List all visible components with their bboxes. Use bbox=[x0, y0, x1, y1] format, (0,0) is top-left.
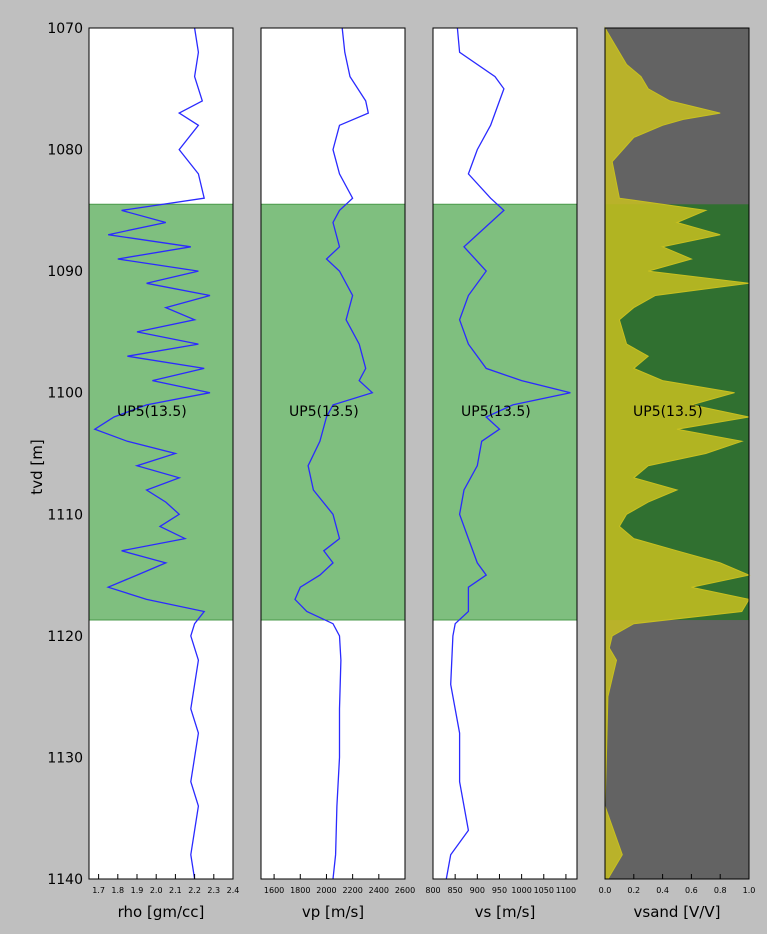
log-curve bbox=[93, 27, 211, 880]
track-frame bbox=[432, 27, 578, 880]
y-tick-label: 1120 bbox=[47, 629, 83, 645]
track-frame bbox=[260, 27, 406, 880]
x-tick-label: 0.2 bbox=[627, 886, 640, 895]
x-tick-label: 900 bbox=[470, 886, 485, 895]
zone-label: UP5(13.5) bbox=[117, 404, 187, 420]
rho-track: UP5(13.5) 1.7 1.8 1.9 2.0 2.1 2.2 2.3 2.4 rho [gm… bbox=[88, 27, 240, 921]
x-tick-label: 1.8 bbox=[111, 886, 124, 895]
x-tick-label: 1.7 bbox=[92, 886, 105, 895]
y-tick-label: 1100 bbox=[47, 386, 83, 402]
x-tick-label: 850 bbox=[448, 886, 463, 895]
vsand-track: UP5(13.5) 0.0 0.2 0.4 0.6 0.8 1.0 vsand [V/V] bbox=[599, 26, 756, 921]
x-axis-label: vp [m/s] bbox=[302, 903, 364, 921]
x-tick-label: 2.4 bbox=[227, 886, 240, 895]
x-tick-label: 0.0 bbox=[599, 886, 612, 895]
y-tick-label: 1080 bbox=[47, 143, 83, 159]
y-axis-ticks: 1070 1080 1090 1100 1110 1120 1130 1140 bbox=[47, 21, 749, 888]
y-tick-label: 1110 bbox=[47, 507, 83, 523]
x-tick-label: 2.0 bbox=[150, 886, 163, 895]
y-tick-label: 1090 bbox=[47, 264, 83, 280]
x-tick-label: 1800 bbox=[290, 886, 310, 895]
x-tick-label: 0.4 bbox=[656, 886, 669, 895]
x-tick-label: 1.9 bbox=[131, 886, 144, 895]
x-tick-label: 1050 bbox=[534, 886, 554, 895]
x-tick-label: 0.6 bbox=[685, 886, 698, 895]
zone-label: UP5(13.5) bbox=[289, 404, 359, 420]
x-tick-label: 2400 bbox=[369, 886, 389, 895]
y-tick-label: 1070 bbox=[47, 21, 83, 37]
x-tick-label: 2000 bbox=[316, 886, 336, 895]
log-curve bbox=[445, 27, 571, 880]
zone-label: UP5(13.5) bbox=[633, 404, 703, 420]
vs-track: UP5(13.5) 800 850 900 950 1000 1050 1100 vs [m/s… bbox=[425, 27, 578, 921]
track-frame bbox=[88, 27, 234, 880]
x-tick-label: 0.8 bbox=[714, 886, 727, 895]
vp-track: UP5(13.5) 1600 1800 2000 2200 2400 2600 vp [m/s… bbox=[260, 27, 415, 921]
x-tick-label: 2.2 bbox=[188, 886, 201, 895]
x-axis-label: vsand [V/V] bbox=[634, 903, 721, 921]
x-tick-label: 1100 bbox=[556, 886, 576, 895]
x-tick-label: 950 bbox=[492, 886, 507, 895]
y-tick-label: 1140 bbox=[47, 872, 83, 888]
x-tick-label: 2.3 bbox=[207, 886, 220, 895]
x-tick-label: 2600 bbox=[395, 886, 415, 895]
x-tick-label: 1.0 bbox=[743, 886, 756, 895]
zone-fill bbox=[89, 204, 233, 621]
x-tick-label: 1600 bbox=[264, 886, 284, 895]
x-tick-label: 800 bbox=[425, 886, 440, 895]
y-axis-label: tvd [m] bbox=[28, 439, 46, 494]
x-axis-label: rho [gm/cc] bbox=[118, 903, 205, 921]
y-tick-label: 1130 bbox=[47, 750, 83, 766]
x-axis-label: vs [m/s] bbox=[475, 903, 536, 921]
x-tick-label: 1000 bbox=[511, 886, 531, 895]
x-tick-label: 2200 bbox=[342, 886, 362, 895]
track-frame bbox=[604, 27, 750, 880]
zone-fill bbox=[261, 204, 405, 621]
zone-label: UP5(13.5) bbox=[461, 404, 531, 420]
x-tick-label: 2.1 bbox=[169, 886, 182, 895]
zone-fill bbox=[433, 204, 577, 621]
log-curve bbox=[294, 27, 374, 880]
